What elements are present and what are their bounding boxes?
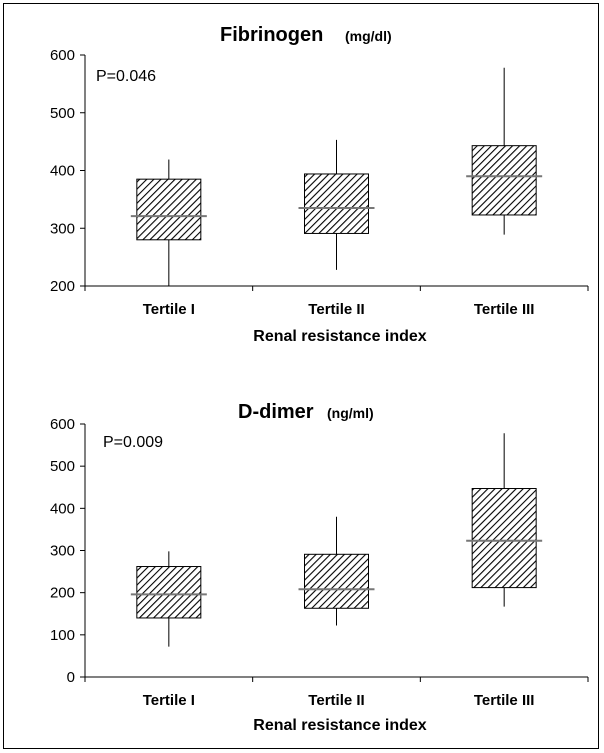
- iqr-box: [136, 178, 202, 241]
- y-tick-label: 500: [50, 105, 75, 122]
- y-tick-label: 600: [50, 47, 75, 64]
- fibrinogen-plot-area: 200 300 400 500 600 Tertile I Tertile II Tertil…: [50, 47, 589, 318]
- y-tick-label: 200: [50, 585, 75, 602]
- figure-frame: [3, 3, 599, 749]
- x-category-label: Tertile III: [474, 301, 535, 318]
- fibrinogen-chart: Fibrinogen (mg/dl) P=0.046 Renal resista…: [50, 24, 589, 345]
- d-dimer-plot-area: 0 100 200 300 400 500 600 Tertile I Tertile II Te…: [50, 416, 589, 709]
- x-axis-label: Renal resistance index: [253, 717, 427, 734]
- y-tick-label: 300: [50, 543, 75, 560]
- chart-title: Fibrinogen: [220, 24, 323, 46]
- y-tick-label: 0: [67, 669, 75, 686]
- y-tick-label: 200: [50, 278, 75, 295]
- x-category-label: Tertile I: [143, 301, 195, 318]
- x-category-label: Tertile III: [474, 692, 535, 709]
- chart-title-unit: (mg/dl): [345, 28, 392, 44]
- iqr-box: [136, 566, 202, 619]
- y-tick-label: 400: [50, 163, 75, 180]
- chart-title: D-dimer: [238, 401, 314, 423]
- x-axis-label: Renal resistance index: [253, 328, 427, 345]
- p-value-annotation: P=0.046: [96, 68, 156, 85]
- d-dimer-chart: D-dimer (ng/ml) P=0.009 Renal resistance…: [50, 401, 589, 734]
- p-value-annotation: P=0.009: [103, 434, 163, 451]
- y-tick-label: 400: [50, 500, 75, 517]
- chart-title-unit: (ng/ml): [327, 405, 374, 421]
- iqr-box: [304, 173, 369, 234]
- y-tick-label: 300: [50, 220, 75, 237]
- y-tick-label: 500: [50, 458, 75, 475]
- x-category-label: Tertile I: [143, 692, 195, 709]
- iqr-box: [471, 488, 537, 589]
- iqr-box: [471, 145, 537, 216]
- x-category-label: Tertile II: [308, 301, 364, 318]
- x-category-label: Tertile II: [308, 692, 364, 709]
- y-tick-label: 100: [50, 627, 75, 644]
- iqr-box: [304, 553, 369, 609]
- y-tick-label: 600: [50, 416, 75, 433]
